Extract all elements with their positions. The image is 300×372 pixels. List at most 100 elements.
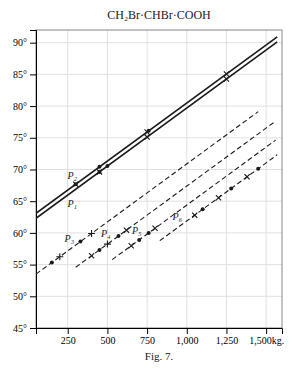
y-tick-label: 85° xyxy=(13,69,27,80)
y-tick: 65° xyxy=(13,196,36,207)
chart-container: 250 500 750 1,000 1,250 1,500kg. 45° 50° 55° 60° 6… xyxy=(0,0,300,372)
x-tick: 1,000 xyxy=(176,328,199,346)
x-tick-mark xyxy=(68,328,69,334)
y-tick: 80° xyxy=(13,101,36,112)
y-tick-label: 70° xyxy=(13,164,27,175)
x-tick: 250 xyxy=(61,328,76,346)
x-axis-line xyxy=(37,329,283,335)
x-marker xyxy=(216,195,221,200)
dot-marker xyxy=(201,207,205,211)
x-tick: 750 xyxy=(140,328,155,346)
y-axis-line xyxy=(30,31,37,329)
dot-marker xyxy=(147,129,151,133)
y-tick-mark xyxy=(30,201,36,202)
y-tick-mark xyxy=(30,43,36,44)
x-marker xyxy=(224,71,229,76)
y-tick-mark xyxy=(30,265,36,266)
x-tick: 1,250 xyxy=(216,328,239,346)
y-tick: 45° xyxy=(13,323,36,334)
x-tick: 500 xyxy=(100,328,115,346)
x-marker xyxy=(244,174,249,179)
y-grid-line xyxy=(36,74,282,75)
dot-marker xyxy=(97,170,101,174)
x-tick-label: 1,500kg. xyxy=(249,335,284,346)
plus-marker xyxy=(104,241,111,248)
y-tick-label: 55° xyxy=(13,259,27,270)
y-tick-label: 50° xyxy=(13,291,27,302)
y-tick-mark xyxy=(30,106,36,107)
title: CH₂Br·CHBr·COOH xyxy=(107,8,211,22)
y-tick: 50° xyxy=(13,291,36,302)
x-marker xyxy=(89,253,94,258)
y-tick-label: 75° xyxy=(13,132,27,143)
y-grid-line xyxy=(36,296,282,297)
y-tick-mark xyxy=(30,169,36,170)
line-label: P₅ xyxy=(131,225,142,236)
y-tick: 85° xyxy=(13,69,36,80)
x-tick-label: 750 xyxy=(140,335,155,346)
y-tick: 70° xyxy=(13,164,36,175)
y-grid-line xyxy=(36,264,282,265)
y-tick-mark xyxy=(30,74,36,75)
dot-marker xyxy=(97,248,101,252)
line xyxy=(112,140,275,260)
plus-marker xyxy=(56,253,63,260)
plus-marker xyxy=(88,230,95,237)
y-grid-line xyxy=(36,42,282,43)
dot-marker xyxy=(105,164,109,168)
dot-marker xyxy=(74,182,78,186)
x-tick-label: 500 xyxy=(100,335,115,346)
dot-marker xyxy=(97,165,101,169)
dot-marker xyxy=(137,238,141,242)
x-marker xyxy=(144,129,149,134)
x-marker xyxy=(152,226,157,231)
dot-marker xyxy=(50,261,54,265)
x-axis: 250 500 750 1,000 1,250 1,500kg. xyxy=(37,328,285,346)
x-tick-mark xyxy=(226,328,227,334)
y-tick: 75° xyxy=(13,132,36,143)
dot-marker xyxy=(229,186,233,190)
y-tick-mark xyxy=(30,233,36,234)
y-tick-label: 45° xyxy=(13,323,27,334)
y-tick-label: 80° xyxy=(13,101,27,112)
line-labels: P₂ P₁ P₃ P₄ P₅ P₆ xyxy=(64,170,183,244)
x-marker xyxy=(73,182,78,187)
chart: 250 500 750 1,000 1,250 1,500kg. 45° 50° 55° 60° 6… xyxy=(0,0,300,372)
x-tick-label: 1,250 xyxy=(216,335,239,346)
x-tick-label: 250 xyxy=(61,335,76,346)
y-tick-label: 60° xyxy=(13,228,27,239)
dot-marker xyxy=(256,167,260,171)
grid xyxy=(36,30,282,328)
y-grid-line xyxy=(36,106,282,107)
x-marker xyxy=(144,134,149,139)
y-tick-mark xyxy=(30,328,36,329)
x-marker xyxy=(192,213,197,218)
line xyxy=(36,42,277,218)
marks xyxy=(36,37,277,274)
dot-marker xyxy=(78,240,82,244)
x-marker xyxy=(124,228,129,233)
line xyxy=(76,121,276,267)
dot-marker xyxy=(117,234,121,238)
y-tick-mark xyxy=(30,138,36,139)
x-tick-label: 1,000 xyxy=(176,335,199,346)
x-tick-mark xyxy=(187,328,188,334)
x-marker xyxy=(129,243,134,248)
x-marker xyxy=(97,169,102,174)
y-tick-label: 90° xyxy=(13,37,27,48)
y-tick-mark xyxy=(30,296,36,297)
x-axis-title: Fig. 7. xyxy=(145,350,174,362)
y-tick: 60° xyxy=(13,228,36,239)
x-marker xyxy=(224,76,229,81)
line-label: P₁ xyxy=(66,198,77,209)
y-tick: 55° xyxy=(13,259,36,270)
line-label: P₄ xyxy=(100,228,111,239)
line-label: P₂ xyxy=(66,170,77,181)
x-tick-mark xyxy=(147,328,148,334)
line-label: P₆ xyxy=(172,211,183,222)
x-tick: 1,500kg. xyxy=(249,328,284,346)
dot-marker xyxy=(147,231,151,235)
line-label: P₃ xyxy=(64,233,75,244)
y-axis: 45° 50° 55° 60° 65° 70° 75° 80° 85° 90° xyxy=(13,31,37,334)
y-tick: 90° xyxy=(13,37,36,48)
